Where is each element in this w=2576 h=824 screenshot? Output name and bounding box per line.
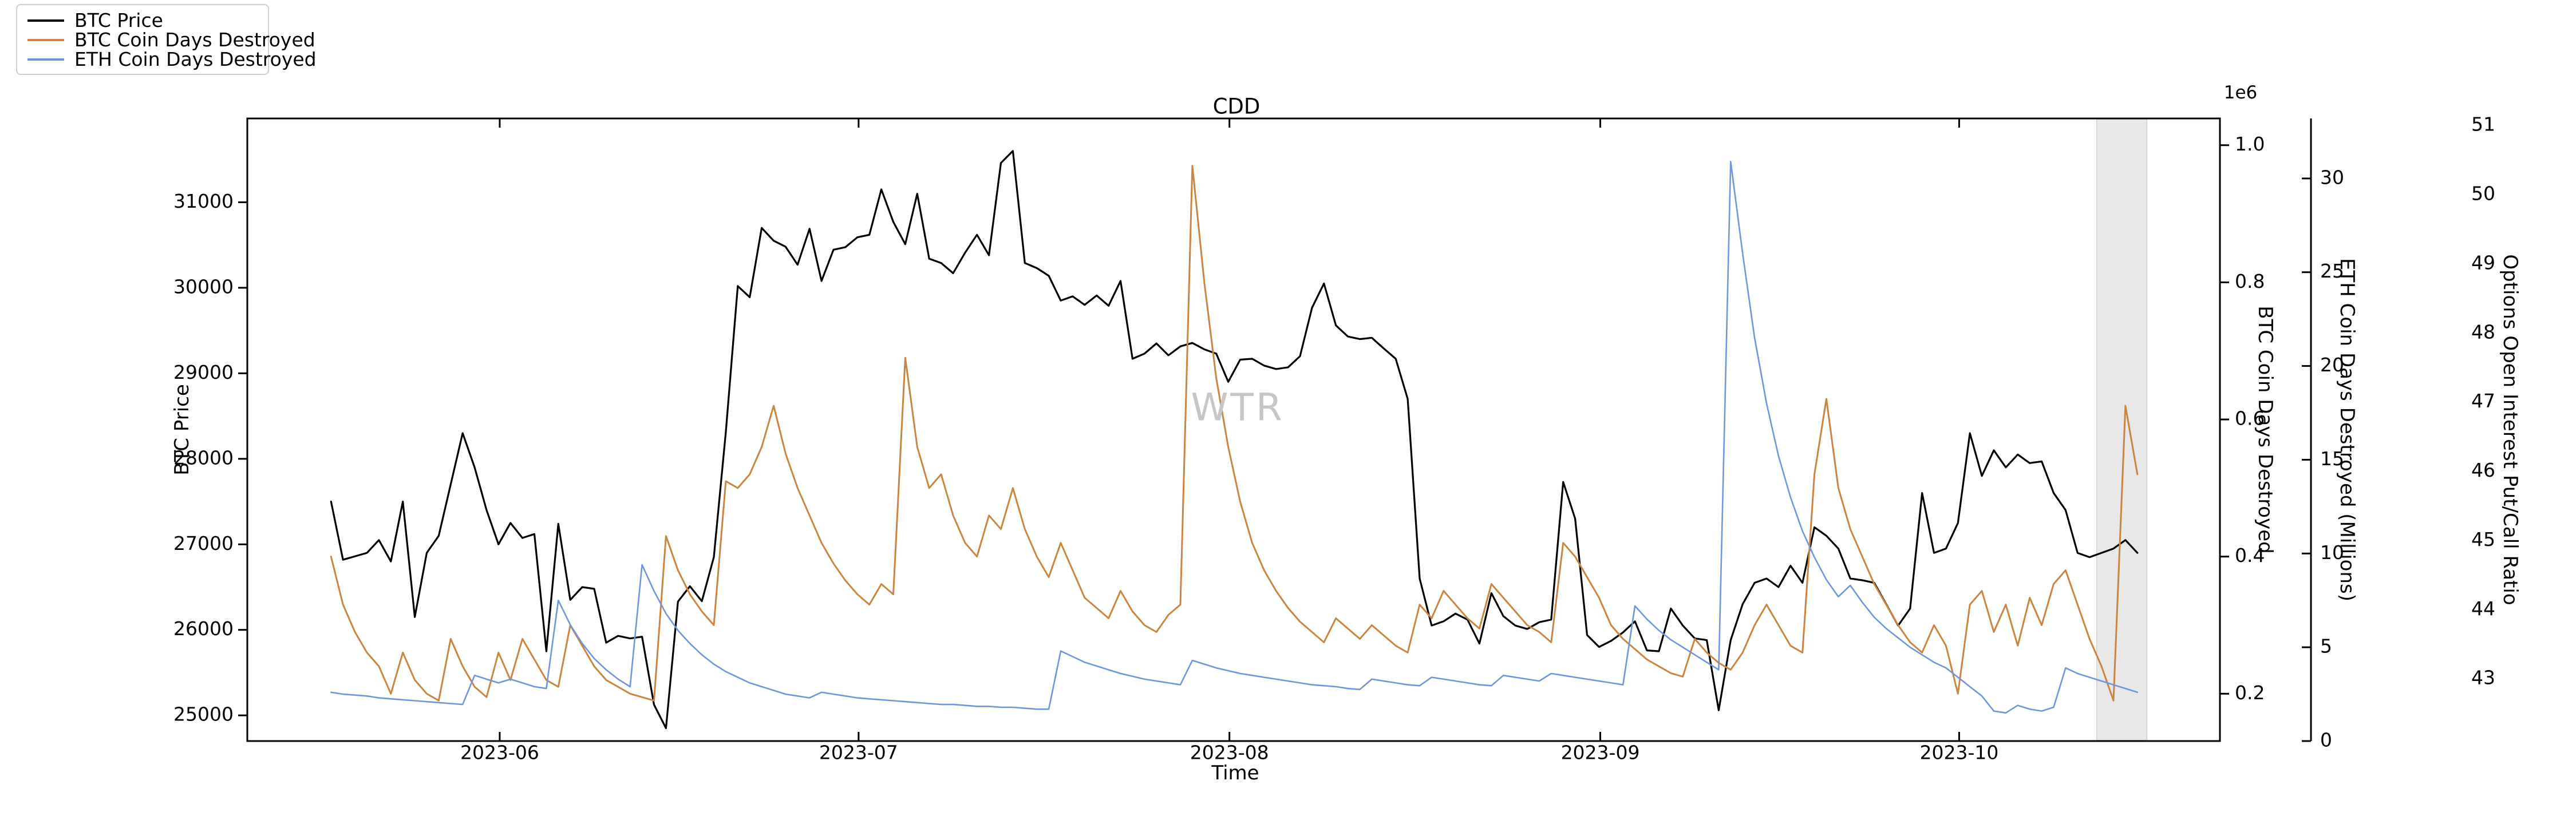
- x-tick-label: 2023-09: [1561, 742, 1640, 764]
- y-tick-label-price: 25000: [173, 703, 234, 726]
- btc-cdd-line: [330, 165, 2139, 702]
- y-tick-label-btc-cdd: 0.2: [2235, 682, 2265, 704]
- y-tick-label-price: 26000: [173, 617, 234, 640]
- y-tick-label-price: 30000: [173, 275, 234, 298]
- y-tick-label-price: 28000: [173, 446, 234, 469]
- y-tick-label-eth-cdd: 25: [2320, 260, 2344, 282]
- chart-title: CDD: [1212, 94, 1261, 119]
- btc-cdd-line-swatch: [27, 39, 64, 41]
- eth-cdd-line: [330, 161, 2139, 714]
- y-tick-label-eth-cdd: 20: [2320, 354, 2344, 376]
- y-tick-label-price: 31000: [173, 190, 234, 212]
- y-tick-label-eth-cdd: 5: [2320, 635, 2332, 657]
- y-tick-label-putcall: 47: [2471, 390, 2495, 412]
- legend-item-btc-price: BTC Price: [17, 11, 268, 30]
- btc-price-line: [330, 150, 2139, 730]
- legend-label: BTC Coin Days Destroyed: [74, 29, 315, 51]
- plot-spines: [246, 117, 2221, 742]
- eth-cdd-line-swatch: [27, 58, 64, 61]
- y-tick-label-btc-cdd: 0.6: [2235, 407, 2265, 430]
- y-tick-label-putcall: 49: [2471, 251, 2495, 274]
- y-tick-label-putcall: 46: [2471, 459, 2495, 481]
- legend: BTC Price BTC Coin Days Destroyed ETH Co…: [16, 4, 317, 75]
- y-tick-label-eth-cdd: 15: [2320, 447, 2344, 470]
- y-tick-label-price: 27000: [173, 532, 234, 554]
- legend-label: BTC Price: [74, 9, 163, 31]
- y-tick-label-putcall: 45: [2471, 528, 2495, 550]
- y-tick-label-btc-cdd: 1.0: [2235, 133, 2265, 155]
- y-axis-label-btc-price: BTC Price: [171, 384, 193, 476]
- y-axis-label-eth-cdd: ETH Coin Days Destroyed (Millions): [2336, 258, 2358, 601]
- legend-item-btc-cdd: BTC Coin Days Destroyed: [17, 30, 315, 50]
- y-tick-label-btc-cdd: 0.4: [2235, 544, 2265, 566]
- x-tick-label: 2023-10: [1919, 742, 1998, 764]
- x-axis-label-time: Time: [1211, 762, 1259, 785]
- y-tick-label-eth-cdd: 10: [2320, 541, 2344, 564]
- y-tick-label-putcall: 44: [2471, 597, 2495, 620]
- y-tick-label-eth-cdd: 0: [2320, 729, 2332, 751]
- x-tick-label: 2023-06: [460, 742, 539, 764]
- y-tick-label-putcall: 48: [2471, 320, 2495, 343]
- watermark: WTR: [1191, 385, 1285, 430]
- btc-price-line-swatch: [27, 19, 64, 22]
- highlight-band: [2096, 118, 2148, 742]
- legend-item-eth-cdd: ETH Coin Days Destroyed: [17, 50, 317, 69]
- y-tick-label-eth-cdd: 30: [2320, 166, 2344, 188]
- x-tick-label: 2023-08: [1190, 742, 1269, 764]
- y-tick-label-btc-cdd: 0.8: [2235, 270, 2265, 292]
- y-tick-label-putcall: 51: [2471, 113, 2495, 136]
- x-tick-label: 2023-07: [819, 742, 898, 764]
- btc-cdd-offset-text: 1e6: [2223, 82, 2258, 103]
- y-axis-label-btc-cdd: BTC Coin Days Destroyed: [2254, 306, 2277, 554]
- y-tick-label-putcall: 50: [2471, 182, 2495, 204]
- legend-label: ETH Coin Days Destroyed: [74, 48, 317, 70]
- y-tick-label-putcall: 43: [2471, 667, 2495, 689]
- y-axis-label-putcall: Options Open Interest Put/Call Ratio: [2499, 254, 2522, 605]
- y-tick-label-price: 29000: [173, 361, 234, 383]
